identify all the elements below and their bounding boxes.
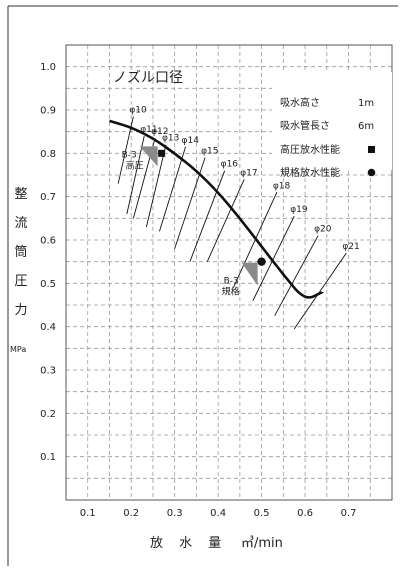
legend-condition-value-2: 6m [358,121,374,132]
nozzle-label: φ19 [290,205,308,215]
x-tick-label: 0.1 [80,508,96,519]
y-tick-label: 1.0 [40,62,56,73]
performance-curve [109,119,324,299]
legend: 吸水高さ 1m 吸水管長さ 6m 高圧放水性能 規格放水性能 [272,72,392,179]
x-tick-label: 0.3 [167,508,183,519]
nozzle-label: φ16 [221,160,239,170]
point-marker-circle [257,257,266,266]
x-tick-label: 0.7 [341,508,357,519]
nozzle-label: φ14 [182,136,200,146]
y-tick-label: 0.9 [40,106,56,117]
nozzle-label: φ20 [314,225,332,235]
x-axis-label: 放 水 量 [150,536,227,551]
nozzle-label: φ15 [201,147,218,157]
nozzle-line [274,235,319,317]
nozzle-label: φ17 [240,168,257,178]
y-axis-label-char: 力 [14,303,27,318]
x-tick-label: 0.6 [297,508,313,519]
nozzle-line [189,170,226,262]
nozzle-label: φ11 [140,125,157,135]
legend-square-marker [368,146,375,153]
nozzle-line [126,135,145,215]
legend-box [272,72,392,170]
point-label: B-3 [122,150,137,160]
x-tick-label: 0.5 [254,508,270,519]
chart-title: ノズル口径 [113,70,183,86]
nozzle-label: φ12 [151,127,168,137]
y-tick-labels: 0.1 0.2 0.3 0.4 0.5 0.6 0.7 0.8 0.9 1.0 [40,62,56,463]
point-label: 高圧 [126,159,144,171]
nozzle-label: φ18 [273,181,291,191]
legend-circle-marker [367,168,376,177]
y-tick-label: 0.6 [40,236,56,247]
x-tick-labels: 0.1 0.2 0.3 0.4 0.5 0.6 0.7 [80,508,357,519]
x-axis-unit: ㎥/min [241,536,283,551]
x-tick-label: 0.2 [123,508,139,519]
y-tick-label: 0.4 [40,322,56,333]
nozzle-line [145,144,167,228]
point-label: B-3 [224,277,239,287]
point-shadow [241,262,258,286]
y-axis-label-char: 流 [14,216,27,231]
y-tick-label: 0.7 [40,192,56,203]
nozzle-label: φ10 [129,106,147,116]
point-shadow [139,146,158,167]
nozzle-line [252,215,295,301]
legend-condition-value-1: 1m [358,98,374,109]
legend-marker-label-1: 高圧放水性能 [280,143,340,156]
nozzle-line [293,252,347,330]
nozzle-line [206,179,245,262]
nozzle-label: φ21 [342,242,359,252]
grid [66,45,392,500]
y-axis-label-char: 筒 [14,244,27,260]
y-tick-label: 0.1 [40,452,56,463]
nozzle-line [159,146,186,232]
legend-condition-label-2: 吸水管長さ [280,119,330,132]
y-tick-label: 0.3 [40,366,56,377]
y-tick-label: 0.2 [40,409,56,420]
x-tick-label: 0.4 [210,508,226,519]
point-label: 規格 [222,286,240,298]
y-tick-label: 0.8 [40,149,56,160]
legend-condition-label-1: 吸水高さ [280,96,320,109]
y-tick-label: 0.5 [40,279,56,290]
y-axis-label-char: 圧 [14,274,27,289]
nozzle-label: φ13 [162,134,179,144]
point-marker-square [158,149,166,157]
y-axis-label-char: 整 [14,187,27,202]
legend-marker-label-2: 規格放水性能 [280,166,340,179]
plot-border [65,44,393,501]
y-axis-unit: MPa [10,345,26,354]
